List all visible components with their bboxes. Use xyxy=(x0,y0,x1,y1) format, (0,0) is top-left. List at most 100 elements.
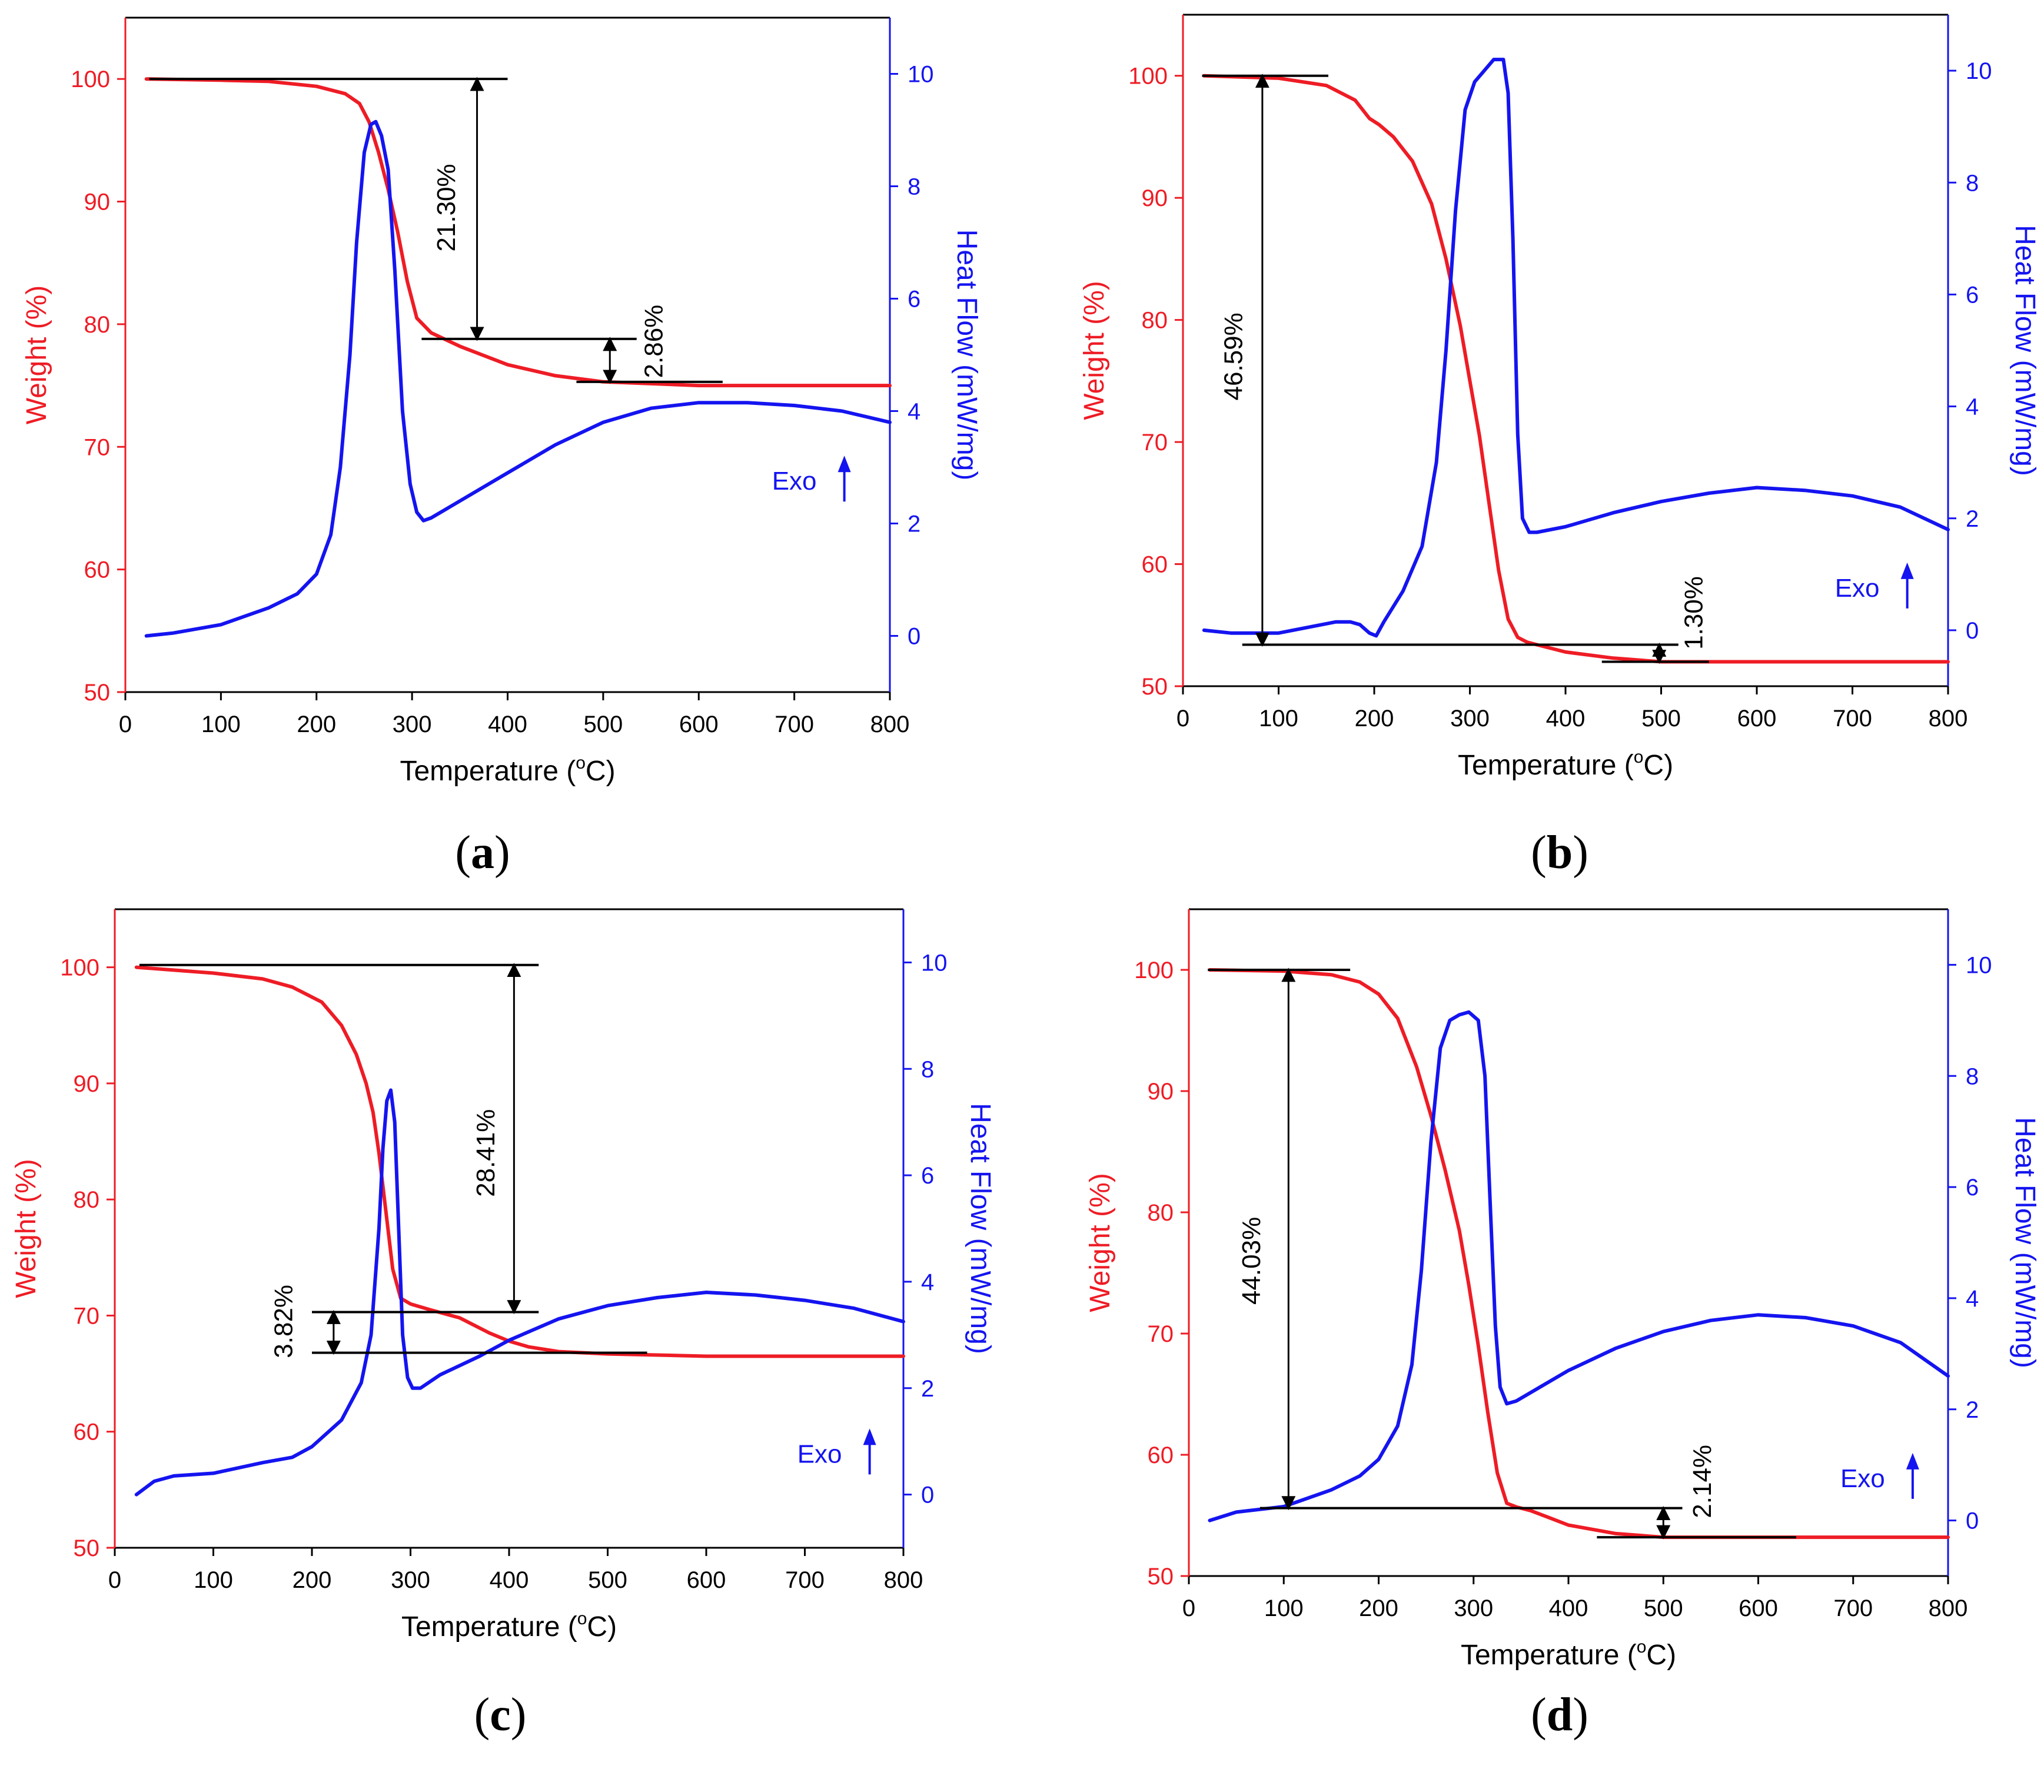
exo-label: Exo xyxy=(1835,574,1880,603)
y-left-tick-label: 100 xyxy=(1128,64,1168,89)
y-right-axis-title: Heat Flow (mW/mg) xyxy=(2009,225,2040,476)
x-tick-label: 100 xyxy=(1259,706,1298,732)
y-right-tick-label: 10 xyxy=(1966,952,1992,978)
y-right-tick-label: 10 xyxy=(921,950,948,976)
x-tick-label: 300 xyxy=(393,712,432,737)
y-left-tick-label: 60 xyxy=(1148,1442,1174,1468)
x-tick-label: 500 xyxy=(1641,706,1681,732)
y-left-tick-label: 70 xyxy=(84,434,111,460)
panel-caption: (d) xyxy=(1531,1689,1588,1741)
x-tick-label: 0 xyxy=(1182,1595,1195,1621)
y-right-tick-label: 8 xyxy=(1966,1063,1979,1089)
x-axis-title: Temperature (oC) xyxy=(1458,747,1673,781)
y-left-tick-label: 80 xyxy=(84,312,111,338)
weight-loss-percent-label: 1.30% xyxy=(1679,576,1708,650)
y-right-tick-label: 2 xyxy=(908,511,920,537)
panel-caption-letter: c xyxy=(490,1689,511,1741)
exo-label: Exo xyxy=(797,1439,842,1468)
weight-loss-percent-label: 46.59% xyxy=(1219,312,1248,400)
y-right-tick-label: 6 xyxy=(908,287,920,312)
y-right-axis-title: Heat Flow (mW/mg) xyxy=(2009,1117,2040,1368)
weight-loss-percent-label: 3.82% xyxy=(270,1285,298,1358)
exo-label: Exo xyxy=(1840,1464,1885,1493)
x-tick-label: 100 xyxy=(1264,1595,1304,1621)
x-tick-label: 400 xyxy=(1546,706,1586,732)
y-left-tick-label: 90 xyxy=(1148,1079,1174,1105)
x-tick-label: 700 xyxy=(1833,706,1872,732)
y-right-tick-label: 10 xyxy=(908,62,934,88)
panel-d: 0 100 200 300 400 500 600 700 800 50 60 70 80 90 100 0 2… xyxy=(1085,908,2040,1741)
panel-caption-letter: b xyxy=(1547,827,1573,879)
x-tick-label: 0 xyxy=(1176,706,1189,732)
y-left-tick-label: 50 xyxy=(1148,1564,1174,1590)
x-tick-label: 700 xyxy=(785,1567,825,1593)
y-right-tick-label: 4 xyxy=(1966,394,1979,420)
x-axis-title-text: Temperature ( xyxy=(401,1611,577,1643)
panel-b: 0 100 200 300 400 500 600 700 800 50 60 70 80 90 100 0 2… xyxy=(1079,14,2040,879)
x-axis-title-text: Temperature ( xyxy=(400,756,576,787)
x-axis-title: Temperature (oC) xyxy=(400,753,615,787)
y-left-tick-label: 100 xyxy=(1134,957,1174,983)
x-axis-title-text: Temperature ( xyxy=(1461,1640,1637,1671)
x-axis-title: Temperature (oC) xyxy=(401,1609,617,1643)
y-left-tick-label: 60 xyxy=(84,557,111,583)
y-right-tick-label: 0 xyxy=(908,624,920,650)
y-left-tick-label: 70 xyxy=(74,1303,100,1329)
x-tick-label: 400 xyxy=(1549,1595,1588,1621)
weight-series-line xyxy=(1202,74,1950,664)
y-right-tick-label: 10 xyxy=(1966,58,1992,84)
y-right-tick-label: 6 xyxy=(1966,282,1979,308)
y-left-tick-label: 90 xyxy=(1142,185,1168,211)
x-tick-label: 300 xyxy=(391,1567,430,1593)
x-axis-title-degree: o xyxy=(1634,747,1644,767)
heat-flow-series-line xyxy=(144,119,892,638)
y-left-tick-label: 50 xyxy=(74,1535,100,1561)
x-axis-title-unit: C) xyxy=(1643,750,1673,781)
y-left-axis-title: Weight (%) xyxy=(1079,281,1110,420)
x-tick-label: 300 xyxy=(1450,706,1490,732)
x-tick-label: 0 xyxy=(119,712,132,737)
x-tick-label: 800 xyxy=(1929,1595,1968,1621)
heat-flow-series-line xyxy=(1208,1010,1950,1522)
x-axis-title-degree: o xyxy=(576,753,586,773)
y-right-tick-label: 8 xyxy=(908,174,920,200)
x-tick-label: 800 xyxy=(1929,706,1968,732)
weight-loss-percent-label: 2.86% xyxy=(640,305,669,378)
exo-arrow-head-icon xyxy=(837,456,851,473)
y-left-axis-title: Weight (%) xyxy=(1085,1173,1116,1312)
x-axis-title-unit: C) xyxy=(1646,1640,1676,1671)
x-tick-label: 400 xyxy=(490,1567,529,1593)
x-tick-label: 200 xyxy=(297,712,336,737)
panel-caption: (a) xyxy=(455,827,510,879)
x-tick-label: 600 xyxy=(1739,1595,1778,1621)
y-left-tick-label: 60 xyxy=(1142,552,1168,578)
x-tick-label: 800 xyxy=(870,712,910,737)
panel-caption-letter: d xyxy=(1547,1689,1573,1741)
x-tick-label: 700 xyxy=(775,712,814,737)
weight-loss-percent-label: 21.30% xyxy=(432,164,461,251)
exo-label: Exo xyxy=(772,467,817,496)
weight-series-line xyxy=(1208,968,1950,1540)
y-left-tick-label: 60 xyxy=(74,1419,100,1445)
y-left-tick-label: 90 xyxy=(74,1071,100,1097)
y-left-tick-label: 80 xyxy=(74,1187,100,1213)
y-left-axis-title: Weight (%) xyxy=(21,285,52,425)
y-right-tick-label: 2 xyxy=(1966,1397,1979,1423)
x-tick-label: 100 xyxy=(201,712,241,737)
x-axis-title-unit: C) xyxy=(587,1611,617,1643)
x-tick-label: 300 xyxy=(1454,1595,1493,1621)
exo-arrow-head-icon xyxy=(863,1428,876,1445)
y-left-tick-label: 70 xyxy=(1142,430,1168,456)
x-tick-label: 500 xyxy=(1644,1595,1683,1621)
weight-loss-percent-label: 28.41% xyxy=(471,1109,500,1197)
y-right-tick-label: 0 xyxy=(921,1482,934,1508)
y-left-tick-label: 50 xyxy=(84,680,111,706)
x-tick-label: 400 xyxy=(488,712,527,737)
y-left-tick-label: 70 xyxy=(1148,1321,1174,1347)
x-tick-label: 600 xyxy=(679,712,719,737)
y-right-axis-title: Heat Flow (mW/mg) xyxy=(951,230,982,481)
y-left-tick-label: 100 xyxy=(60,955,99,981)
y-right-tick-label: 4 xyxy=(1966,1286,1979,1312)
x-tick-label: 200 xyxy=(1355,706,1394,732)
